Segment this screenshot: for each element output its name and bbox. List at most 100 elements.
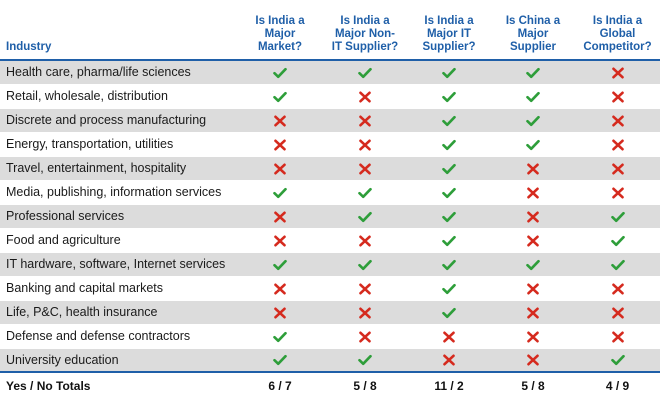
check-icon: [610, 211, 625, 223]
industry-name: Energy, transportation, utilities: [0, 132, 237, 157]
cross-icon: [442, 331, 456, 343]
answer-cell: [237, 228, 323, 253]
check-icon: [273, 67, 287, 79]
cross-icon: [611, 67, 625, 79]
industry-name: Banking and capital markets: [0, 276, 237, 301]
cross-icon: [611, 91, 625, 103]
answer-cell: [237, 180, 323, 205]
answer-cell: [407, 276, 491, 301]
check-icon: [610, 259, 625, 271]
answer-cell: [575, 84, 660, 109]
table-row: Food and agriculture: [0, 228, 660, 253]
table-row: University education: [0, 348, 660, 373]
check-icon: [442, 139, 456, 151]
check-icon: [442, 283, 456, 295]
answer-cell: [491, 156, 575, 181]
answer-cell: [491, 132, 575, 157]
answer-cell: [407, 108, 491, 133]
table-row: Banking and capital markets: [0, 276, 660, 301]
industry-name: Retail, wholesale, distribution: [0, 84, 237, 109]
answer-cell: [323, 300, 407, 325]
cross-icon: [358, 331, 372, 343]
cross-icon: [526, 211, 540, 223]
cross-icon: [358, 139, 372, 151]
cross-icon: [358, 235, 372, 247]
answer-cell: [407, 324, 491, 349]
check-icon: [610, 354, 625, 366]
answer-cell: [491, 60, 575, 85]
cross-icon: [273, 283, 287, 295]
industry-name: Food and agriculture: [0, 228, 237, 253]
industry-name: IT hardware, software, Internet services: [0, 252, 237, 277]
cross-icon: [611, 139, 625, 151]
check-icon: [526, 139, 540, 151]
answer-cell: [237, 300, 323, 325]
answer-cell: [323, 204, 407, 229]
answer-cell: [407, 132, 491, 157]
cross-icon: [526, 187, 540, 199]
cross-icon: [526, 331, 540, 343]
answer-cell: [575, 204, 660, 229]
answer-cell: [575, 180, 660, 205]
answer-cell: [407, 60, 491, 85]
cross-icon: [273, 163, 287, 175]
column-header-india-non-it-supplier: Is India a Major Non- IT Supplier?: [323, 0, 407, 61]
cross-icon: [358, 91, 372, 103]
industry-name: Defense and defense contractors: [0, 324, 237, 349]
answer-cell: [323, 348, 407, 373]
check-icon: [358, 259, 372, 271]
cross-icon: [273, 211, 287, 223]
industry-column-header: Industry: [0, 0, 237, 61]
answer-cell: [407, 84, 491, 109]
answer-cell: [323, 132, 407, 157]
answer-cell: [407, 252, 491, 277]
answer-cell: [575, 156, 660, 181]
cross-icon: [611, 115, 625, 127]
table-body: Health care, pharma/life sciences Retail,…: [0, 60, 660, 373]
answer-cell: [407, 156, 491, 181]
cross-icon: [526, 163, 540, 175]
answer-cell: [323, 276, 407, 301]
industry-name: Health care, pharma/life sciences: [0, 60, 237, 85]
cross-icon: [442, 354, 456, 366]
cross-icon: [526, 307, 540, 319]
cross-icon: [526, 235, 540, 247]
check-icon: [442, 67, 456, 79]
answer-cell: [237, 84, 323, 109]
answer-cell: [575, 300, 660, 325]
total-value: 6 / 7: [237, 371, 323, 398]
answer-cell: [407, 180, 491, 205]
answer-cell: [575, 228, 660, 253]
table-row: Professional services: [0, 204, 660, 229]
answer-cell: [491, 84, 575, 109]
check-icon: [442, 211, 456, 223]
answer-cell: [323, 60, 407, 85]
industry-name: Travel, entertainment, hospitality: [0, 156, 237, 181]
check-icon: [358, 354, 372, 366]
table-row: Defense and defense contractors: [0, 324, 660, 349]
total-value: 4 / 9: [575, 371, 660, 398]
check-icon: [273, 354, 287, 366]
check-icon: [610, 235, 625, 247]
answer-cell: [407, 204, 491, 229]
answer-cell: [237, 204, 323, 229]
answer-cell: [575, 252, 660, 277]
cross-icon: [611, 331, 625, 343]
answer-cell: [491, 324, 575, 349]
industry-name: Life, P&C, health insurance: [0, 300, 237, 325]
answer-cell: [237, 132, 323, 157]
totals-label: Yes / No Totals: [0, 371, 237, 398]
column-header-china-supplier: Is China a Major Supplier: [491, 0, 575, 61]
answer-cell: [237, 324, 323, 349]
answer-cell: [407, 348, 491, 373]
answer-cell: [237, 60, 323, 85]
check-icon: [358, 211, 372, 223]
answer-cell: [323, 156, 407, 181]
check-icon: [442, 259, 456, 271]
check-icon: [442, 91, 456, 103]
check-icon: [273, 259, 287, 271]
answer-cell: [237, 108, 323, 133]
answer-cell: [323, 108, 407, 133]
table-row: Media, publishing, information services: [0, 180, 660, 205]
